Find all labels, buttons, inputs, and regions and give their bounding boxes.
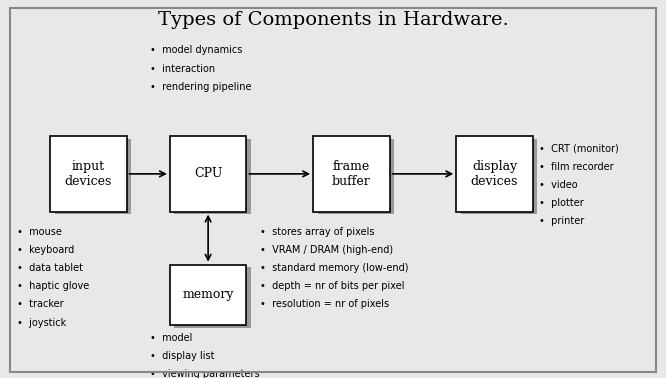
Bar bbox=[461, 139, 537, 214]
Bar bbox=[174, 139, 251, 214]
Text: •  tracker: • tracker bbox=[17, 299, 63, 309]
Text: •  printer: • printer bbox=[539, 216, 585, 226]
Text: •  depth = nr of bits per pixel: • depth = nr of bits per pixel bbox=[260, 281, 404, 291]
Text: Types of Components in Hardware.: Types of Components in Hardware. bbox=[158, 11, 508, 29]
Text: •  video: • video bbox=[539, 180, 578, 190]
Text: •  joystick: • joystick bbox=[17, 318, 66, 327]
Text: •  standard memory (low-end): • standard memory (low-end) bbox=[260, 263, 408, 273]
Bar bbox=[174, 267, 251, 328]
Text: •  VRAM / DRAM (high-end): • VRAM / DRAM (high-end) bbox=[260, 245, 393, 255]
Bar bbox=[170, 136, 246, 212]
Text: CPU: CPU bbox=[194, 167, 222, 180]
Text: frame
buffer: frame buffer bbox=[332, 160, 371, 188]
Bar bbox=[55, 139, 131, 214]
Bar bbox=[50, 136, 127, 212]
Bar bbox=[318, 139, 394, 214]
Text: •  model dynamics: • model dynamics bbox=[150, 45, 242, 55]
Text: •  interaction: • interaction bbox=[150, 64, 215, 73]
Text: •  rendering pipeline: • rendering pipeline bbox=[150, 82, 251, 91]
Text: input
devices: input devices bbox=[65, 160, 112, 188]
Text: •  keyboard: • keyboard bbox=[17, 245, 74, 255]
Text: •  film recorder: • film recorder bbox=[539, 162, 614, 172]
Text: memory: memory bbox=[182, 288, 234, 301]
Text: •  haptic glove: • haptic glove bbox=[17, 281, 89, 291]
Text: •  data tablet: • data tablet bbox=[17, 263, 83, 273]
Bar bbox=[170, 265, 246, 325]
Text: •  display list: • display list bbox=[150, 351, 214, 361]
Text: •  model: • model bbox=[150, 333, 192, 342]
Text: •  resolution = nr of pixels: • resolution = nr of pixels bbox=[260, 299, 389, 309]
Text: •  mouse: • mouse bbox=[17, 227, 61, 237]
Bar bbox=[456, 136, 533, 212]
Text: display
devices: display devices bbox=[471, 160, 518, 188]
Bar bbox=[313, 136, 390, 212]
Text: •  plotter: • plotter bbox=[539, 198, 584, 208]
Text: •  viewing parameters: • viewing parameters bbox=[150, 369, 260, 378]
Text: •  stores array of pixels: • stores array of pixels bbox=[260, 227, 374, 237]
Text: •  CRT (monitor): • CRT (monitor) bbox=[539, 144, 619, 153]
